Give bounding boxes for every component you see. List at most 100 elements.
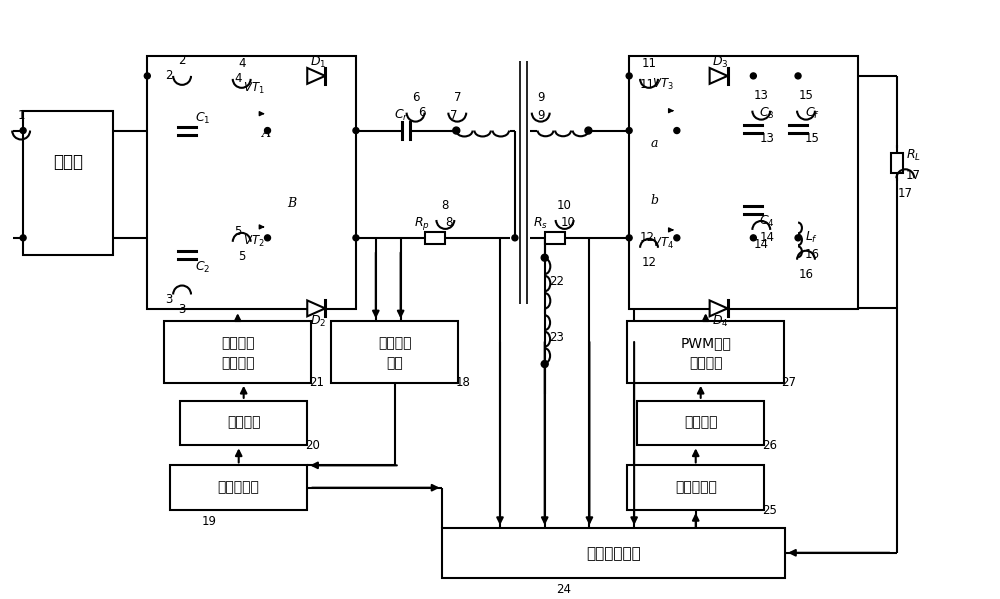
Text: 14: 14	[754, 238, 769, 252]
Text: PWM整流: PWM整流	[680, 336, 731, 350]
Text: $C_4$: $C_4$	[759, 214, 775, 229]
Text: $C_1$: $C_1$	[195, 111, 211, 126]
Text: 信号调理: 信号调理	[378, 336, 411, 350]
Bar	[147, 56, 356, 309]
Circle shape	[750, 235, 756, 241]
Text: 10: 10	[561, 216, 576, 229]
Text: 微处理器: 微处理器	[684, 416, 717, 429]
Text: 12: 12	[640, 231, 655, 244]
Circle shape	[20, 235, 26, 241]
Text: 11: 11	[640, 78, 655, 91]
Text: 24: 24	[557, 583, 572, 596]
Circle shape	[626, 235, 632, 241]
Text: 22: 22	[549, 275, 564, 288]
Text: $VT_3$: $VT_3$	[652, 77, 674, 92]
Text: 17: 17	[906, 169, 921, 181]
Text: 18: 18	[456, 376, 471, 389]
Text: $R_s$: $R_s$	[533, 216, 548, 231]
Text: 9: 9	[537, 109, 544, 122]
Text: $D_2$: $D_2$	[310, 314, 326, 329]
Text: 驱动电路: 驱动电路	[689, 356, 722, 370]
Polygon shape	[710, 68, 728, 84]
Text: 3: 3	[178, 303, 186, 316]
Text: 4: 4	[234, 72, 241, 86]
Text: 11: 11	[642, 58, 657, 71]
Text: 10: 10	[557, 198, 572, 211]
Text: 17: 17	[898, 187, 913, 199]
Text: 8: 8	[446, 216, 453, 229]
Circle shape	[674, 235, 680, 241]
Text: $VT_2$: $VT_2$	[243, 234, 264, 249]
Text: 15: 15	[799, 89, 813, 102]
Text: 14: 14	[760, 231, 775, 244]
Text: A: A	[262, 127, 271, 140]
Circle shape	[353, 128, 359, 134]
Text: 1: 1	[17, 109, 25, 122]
Text: 25: 25	[762, 504, 777, 516]
Circle shape	[795, 235, 801, 241]
Text: 信号调理电路: 信号调理电路	[586, 546, 641, 561]
Text: $C_f$: $C_f$	[805, 106, 819, 121]
Text: $VT_4$: $VT_4$	[652, 236, 674, 252]
Text: 5: 5	[234, 225, 241, 238]
Polygon shape	[307, 301, 325, 316]
Text: $R_L$: $R_L$	[906, 148, 921, 163]
Text: 6: 6	[418, 106, 425, 119]
Text: a: a	[650, 137, 658, 150]
Circle shape	[674, 128, 680, 134]
Bar	[164, 321, 311, 383]
Circle shape	[353, 235, 359, 241]
Circle shape	[541, 361, 548, 368]
Circle shape	[265, 235, 270, 241]
Circle shape	[265, 128, 270, 134]
Text: 12: 12	[642, 256, 657, 269]
Text: 模数转换器: 模数转换器	[218, 480, 260, 494]
Bar	[891, 153, 903, 173]
Text: $L_f$: $L_f$	[805, 230, 819, 246]
Text: 13: 13	[760, 132, 775, 145]
Circle shape	[453, 127, 460, 134]
Text: $D_4$: $D_4$	[712, 314, 729, 329]
Text: 15: 15	[805, 132, 819, 145]
Text: 20: 20	[305, 439, 320, 452]
Polygon shape	[710, 301, 728, 316]
Circle shape	[795, 73, 801, 79]
Bar	[545, 232, 565, 244]
Text: 27: 27	[782, 376, 797, 389]
Circle shape	[144, 73, 150, 79]
Text: 7: 7	[454, 91, 461, 104]
Text: 8: 8	[442, 198, 449, 211]
Text: 2: 2	[165, 69, 173, 83]
Text: $C_3$: $C_3$	[759, 106, 775, 121]
Text: 微处理器: 微处理器	[227, 416, 260, 429]
Text: 驱动电路: 驱动电路	[221, 356, 254, 370]
Bar	[180, 401, 307, 446]
Text: 9: 9	[537, 91, 544, 104]
Polygon shape	[307, 68, 325, 84]
Text: 26: 26	[762, 439, 777, 452]
Text: 13: 13	[754, 89, 769, 102]
Text: 16: 16	[799, 268, 814, 281]
Bar	[629, 56, 858, 309]
Text: 21: 21	[309, 376, 324, 389]
Text: 5: 5	[238, 250, 245, 263]
Text: 19: 19	[201, 516, 216, 528]
Text: $D_3$: $D_3$	[712, 55, 729, 69]
Text: 2: 2	[178, 55, 186, 68]
Bar	[170, 465, 307, 510]
Bar	[627, 321, 784, 383]
Bar	[425, 232, 445, 244]
Bar	[23, 111, 113, 255]
Text: 4: 4	[238, 58, 245, 71]
Text: 模数转换器: 模数转换器	[675, 480, 717, 494]
Circle shape	[541, 254, 548, 261]
Text: B: B	[287, 196, 296, 210]
Text: 16: 16	[804, 248, 819, 261]
Circle shape	[626, 128, 632, 134]
Circle shape	[512, 235, 518, 241]
Text: 23: 23	[549, 331, 564, 344]
Circle shape	[750, 73, 756, 79]
Bar	[637, 401, 764, 446]
Circle shape	[626, 73, 632, 79]
Text: $C_2$: $C_2$	[195, 260, 211, 275]
